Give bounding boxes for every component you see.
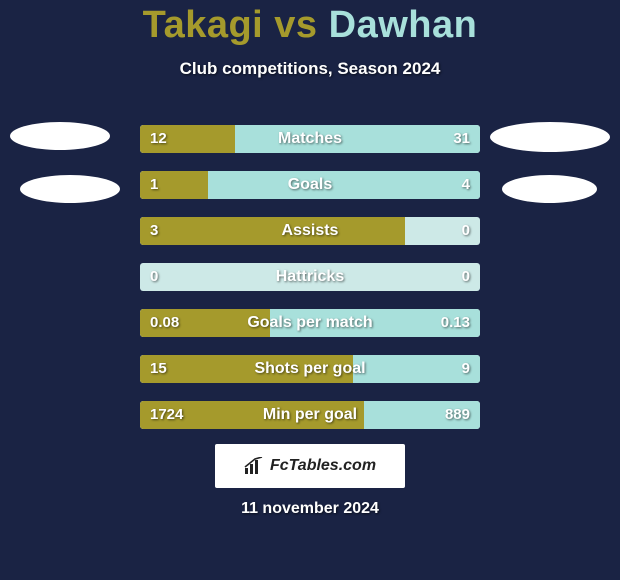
stat-row: 12Matches31 bbox=[140, 125, 480, 153]
avatar-placeholder bbox=[502, 175, 597, 203]
source-badge: FcTables.com bbox=[215, 444, 405, 488]
title-vs: vs bbox=[263, 4, 328, 46]
chart-icon bbox=[244, 457, 264, 475]
stat-label: Hattricks bbox=[140, 263, 480, 291]
stat-value-right: 0 bbox=[462, 263, 470, 291]
stat-label: Goals per match bbox=[140, 309, 480, 337]
stat-row: 0Hattricks0 bbox=[140, 263, 480, 291]
stat-label: Goals bbox=[140, 171, 480, 199]
stat-value-right: 9 bbox=[462, 355, 470, 383]
stat-value-right: 0.13 bbox=[441, 309, 470, 337]
stat-row: 15Shots per goal9 bbox=[140, 355, 480, 383]
source-badge-text: FcTables.com bbox=[270, 457, 376, 475]
avatar-placeholder bbox=[10, 122, 110, 150]
page-title: Takagi vs Dawhan bbox=[0, 0, 620, 47]
stat-row: 0.08Goals per match0.13 bbox=[140, 309, 480, 337]
title-player-right: Dawhan bbox=[329, 4, 478, 46]
stat-value-right: 0 bbox=[462, 217, 470, 245]
stat-label: Assists bbox=[140, 217, 480, 245]
avatar-placeholder bbox=[490, 122, 610, 152]
stat-row: 1Goals4 bbox=[140, 171, 480, 199]
subtitle: Club competitions, Season 2024 bbox=[0, 59, 620, 79]
stat-row: 3Assists0 bbox=[140, 217, 480, 245]
stat-value-right: 31 bbox=[453, 125, 470, 153]
title-player-left: Takagi bbox=[143, 4, 264, 46]
date-label: 11 november 2024 bbox=[0, 500, 620, 518]
stat-value-right: 889 bbox=[445, 401, 470, 429]
stat-row: 1724Min per goal889 bbox=[140, 401, 480, 429]
stat-label: Shots per goal bbox=[140, 355, 480, 383]
stat-label: Matches bbox=[140, 125, 480, 153]
avatar-placeholder bbox=[20, 175, 120, 203]
stats-container: 12Matches311Goals43Assists00Hattricks00.… bbox=[140, 125, 480, 447]
stat-label: Min per goal bbox=[140, 401, 480, 429]
stat-value-right: 4 bbox=[462, 171, 470, 199]
